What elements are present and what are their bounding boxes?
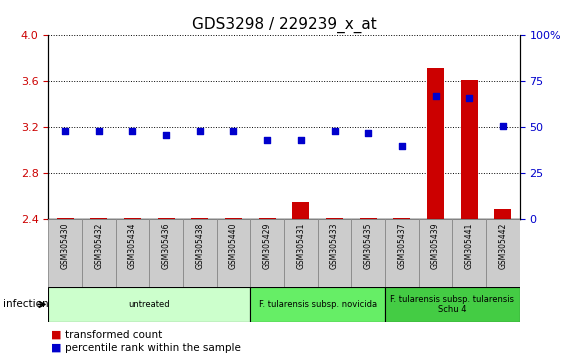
Point — [465, 95, 474, 101]
Bar — [149, 219, 183, 287]
Bar — [495, 209, 511, 219]
Bar — [250, 287, 385, 322]
Point — [195, 128, 204, 134]
Bar — [250, 219, 284, 287]
Bar — [116, 219, 149, 287]
Text: transformed count: transformed count — [65, 330, 162, 339]
Text: GSM305442: GSM305442 — [498, 223, 507, 269]
Point — [330, 128, 339, 134]
Point — [296, 137, 306, 143]
Bar — [82, 219, 116, 287]
Bar — [385, 287, 520, 322]
Bar — [318, 219, 352, 287]
Point — [229, 128, 238, 134]
Bar — [385, 219, 419, 287]
Text: GSM305437: GSM305437 — [398, 223, 406, 269]
Text: GSM305436: GSM305436 — [162, 223, 170, 269]
Bar — [48, 287, 250, 322]
Point — [431, 93, 440, 99]
Point — [161, 132, 170, 138]
Bar — [326, 218, 343, 219]
Bar — [427, 68, 444, 219]
Text: GSM305431: GSM305431 — [296, 223, 306, 269]
Bar — [461, 80, 478, 219]
Text: GSM305441: GSM305441 — [465, 223, 474, 269]
Text: GSM305434: GSM305434 — [128, 223, 137, 269]
Bar — [360, 218, 377, 219]
Bar — [486, 219, 520, 287]
Bar — [419, 219, 452, 287]
Bar — [124, 218, 141, 219]
Bar — [352, 219, 385, 287]
Text: ■: ■ — [51, 330, 61, 339]
Bar — [158, 218, 174, 219]
Text: infection: infection — [3, 299, 48, 309]
Bar — [48, 219, 82, 287]
Bar — [452, 219, 486, 287]
Point — [94, 128, 103, 134]
Text: GSM305435: GSM305435 — [364, 223, 373, 269]
Point — [128, 128, 137, 134]
Bar — [293, 202, 309, 219]
Bar — [225, 218, 242, 219]
Bar — [259, 218, 275, 219]
Bar — [284, 219, 318, 287]
Bar — [90, 218, 107, 219]
Bar — [216, 219, 250, 287]
Text: ■: ■ — [51, 343, 61, 353]
Text: GSM305439: GSM305439 — [431, 223, 440, 269]
Point — [498, 123, 507, 129]
Point — [398, 143, 407, 149]
Bar — [394, 218, 410, 219]
Point — [61, 128, 70, 134]
Text: GSM305433: GSM305433 — [330, 223, 339, 269]
Title: GDS3298 / 229239_x_at: GDS3298 / 229239_x_at — [191, 16, 377, 33]
Text: GSM305432: GSM305432 — [94, 223, 103, 269]
Text: F. tularensis subsp. novicida: F. tularensis subsp. novicida — [258, 300, 377, 309]
Text: GSM305438: GSM305438 — [195, 223, 204, 269]
Point — [262, 137, 272, 143]
Text: GSM305429: GSM305429 — [262, 223, 272, 269]
Bar — [191, 218, 208, 219]
Bar — [57, 218, 73, 219]
Text: GSM305430: GSM305430 — [61, 223, 70, 269]
Point — [364, 130, 373, 136]
Text: GSM305440: GSM305440 — [229, 223, 238, 269]
Text: untreated: untreated — [128, 300, 170, 309]
Text: F. tularensis subsp. tularensis
Schu 4: F. tularensis subsp. tularensis Schu 4 — [390, 295, 515, 314]
Text: percentile rank within the sample: percentile rank within the sample — [65, 343, 241, 353]
Bar — [183, 219, 216, 287]
